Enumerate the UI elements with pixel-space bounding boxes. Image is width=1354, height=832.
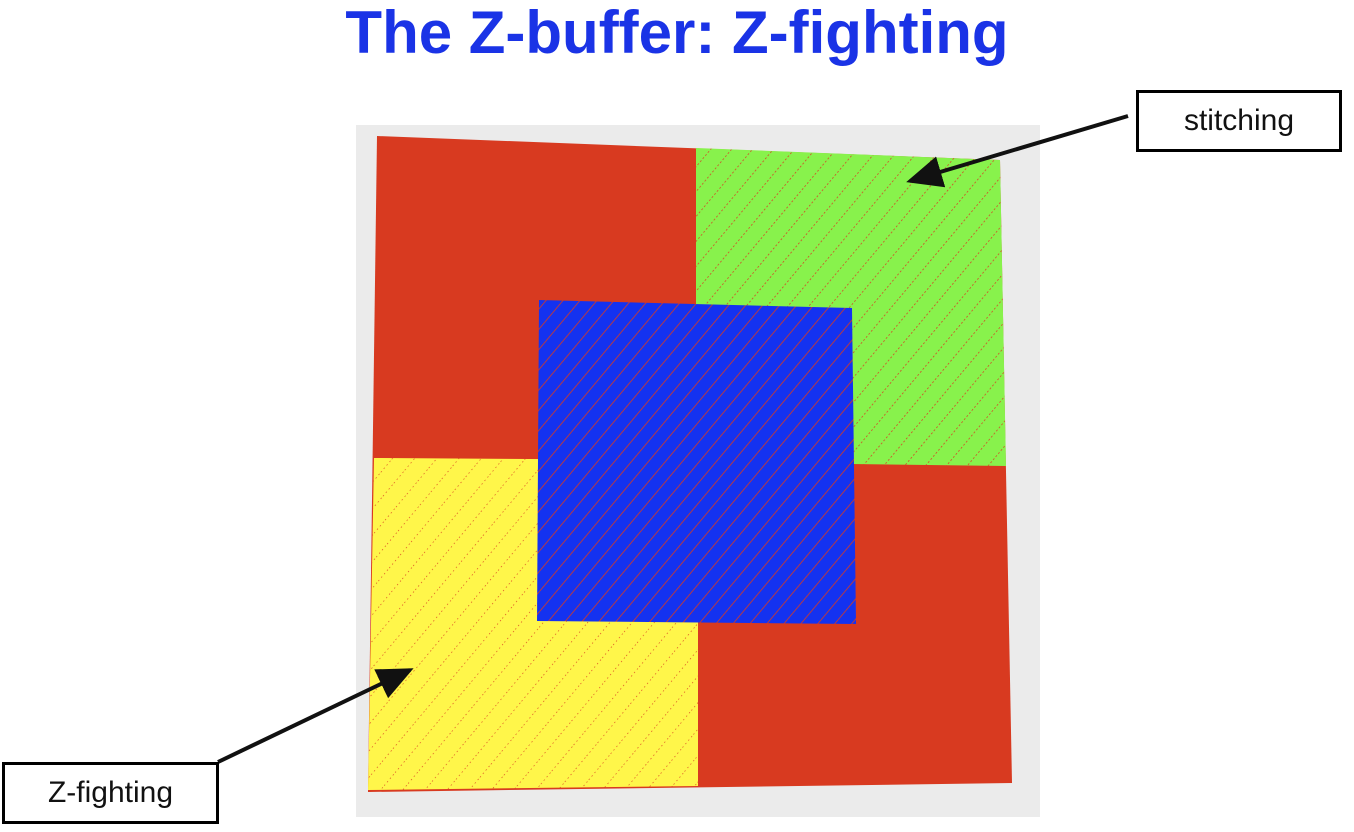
stitching-label: stitching (1183, 104, 1295, 137)
blue-quad (537, 300, 856, 624)
stitching-arrow (906, 114, 1129, 188)
zfighting-arrow (217, 668, 414, 764)
stitching-callout: stitching (1136, 90, 1342, 152)
zfighting-label: Z-fighting (47, 776, 174, 809)
slide-title: The Z-buffer: Z-fighting (345, 0, 1009, 66)
zfighting-callout: Z-fighting (2, 762, 219, 824)
